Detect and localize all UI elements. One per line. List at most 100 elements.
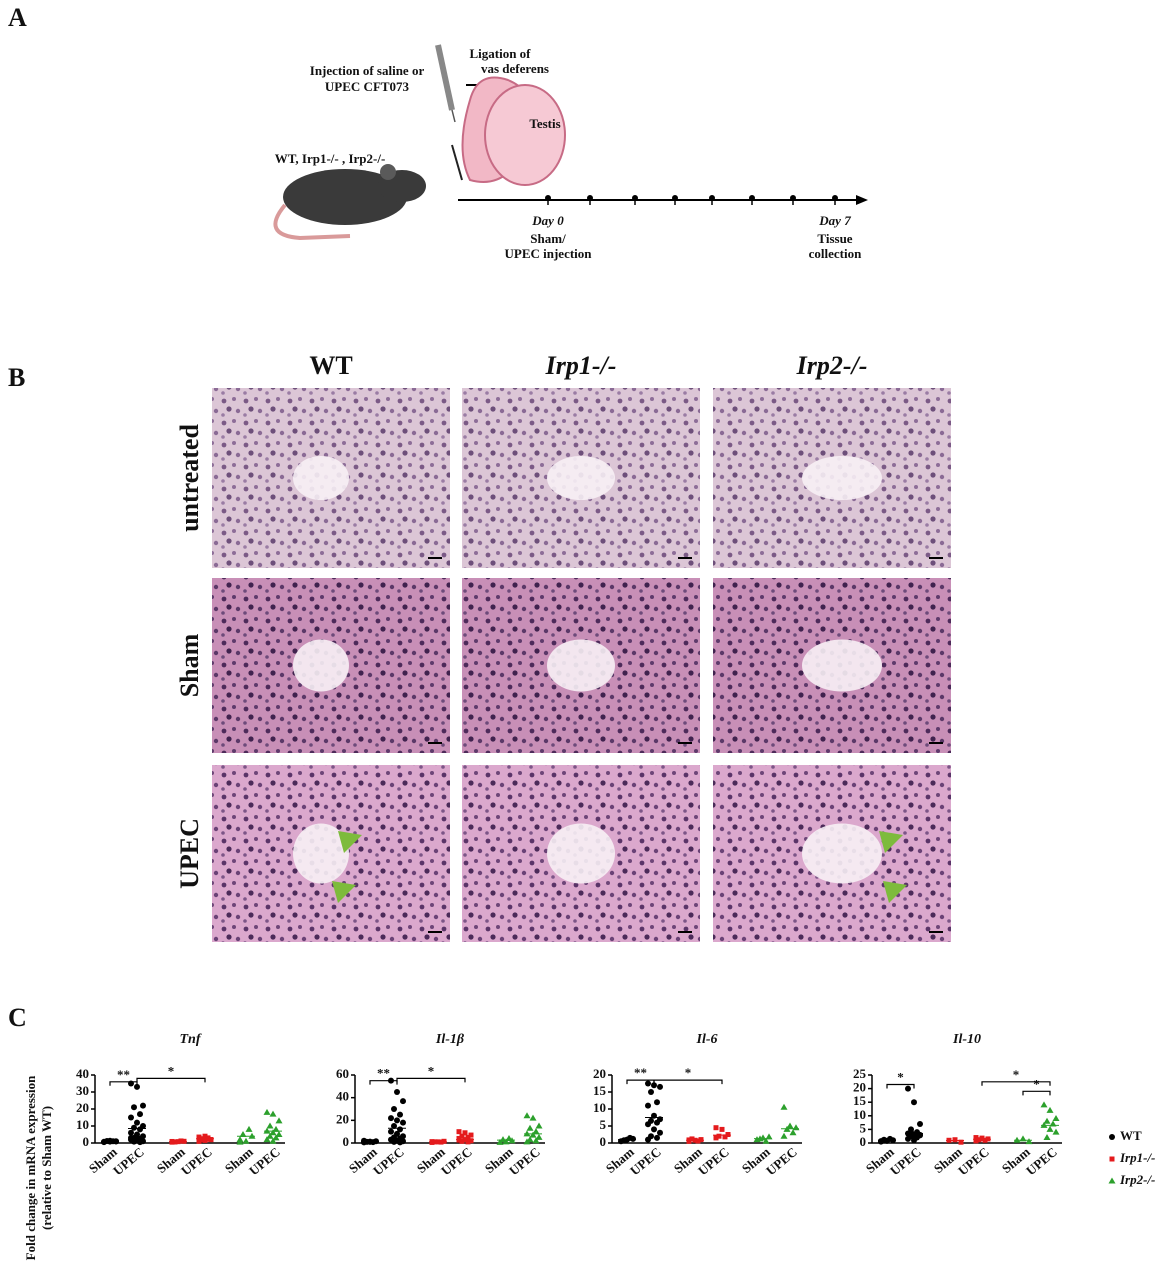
- timeline-dot: [632, 195, 638, 201]
- y-tick-label: 60: [336, 1066, 349, 1081]
- data-point: [911, 1099, 917, 1106]
- x-tick-label: UPEC: [763, 1144, 800, 1178]
- data-point: [131, 1104, 137, 1111]
- data-point: [529, 1114, 537, 1121]
- tubule-lumen: [802, 639, 882, 692]
- significance-bracket: [369, 1080, 398, 1085]
- significance-bracket: [136, 1077, 206, 1083]
- timeline-dot: [545, 195, 551, 201]
- chart-title: Il-1β: [435, 1032, 465, 1047]
- x-tick-label: UPEC: [246, 1144, 283, 1178]
- data-point: [465, 1139, 471, 1145]
- y-tick-label: 20: [593, 1066, 606, 1081]
- column-header: WT: [309, 351, 352, 380]
- data-point: [205, 1136, 211, 1142]
- data-point: [917, 1131, 923, 1138]
- significance-label: *: [1013, 1067, 1020, 1082]
- data-point: [982, 1137, 988, 1143]
- y-tick-label: 15: [853, 1093, 867, 1108]
- data-point: [792, 1124, 800, 1131]
- data-point: [765, 1133, 773, 1140]
- data-point: [263, 1108, 271, 1115]
- data-point: [391, 1106, 397, 1112]
- data-point: [1109, 1156, 1115, 1162]
- data-point: [908, 1129, 914, 1136]
- data-point: [137, 1111, 143, 1118]
- data-point: [269, 1137, 277, 1144]
- tubule-lumen: [802, 823, 882, 884]
- data-point: [762, 1137, 770, 1144]
- significance-label: *: [1033, 1076, 1040, 1091]
- data-point: [654, 1099, 660, 1106]
- y-tick-label: 40: [336, 1089, 349, 1104]
- panel-label: B: [8, 363, 25, 392]
- schematic-text: Day 7: [818, 213, 851, 228]
- data-point: [780, 1103, 788, 1110]
- schematic-text: Sham/: [530, 231, 566, 246]
- y-tick-label: 30: [76, 1083, 89, 1098]
- x-tick-label: UPEC: [695, 1144, 732, 1178]
- x-tick-label: UPEC: [370, 1144, 407, 1178]
- data-point: [952, 1137, 958, 1143]
- data-point: [361, 1137, 367, 1144]
- legend-label: Irp1-/-: [1119, 1150, 1155, 1165]
- data-point: [645, 1136, 651, 1143]
- schematic-text: UPEC injection: [504, 246, 592, 261]
- significance-label: *: [168, 1063, 175, 1078]
- tubule-lumen: [547, 823, 615, 884]
- data-point: [532, 1128, 540, 1135]
- data-point: [645, 1080, 651, 1087]
- data-point: [621, 1137, 627, 1144]
- data-point: [878, 1138, 884, 1145]
- data-point: [202, 1137, 208, 1143]
- arrowhead: [883, 881, 907, 903]
- data-point: [459, 1138, 465, 1144]
- data-point: [199, 1137, 205, 1143]
- data-point: [905, 1135, 911, 1142]
- column-header: Irp2-/-: [796, 351, 868, 380]
- column-header: Irp1-/-: [545, 351, 617, 380]
- data-point: [400, 1119, 406, 1126]
- data-point: [645, 1121, 651, 1128]
- x-tick-label: UPEC: [955, 1144, 992, 1178]
- data-point: [140, 1102, 146, 1109]
- y-tick-label: 25: [853, 1066, 867, 1081]
- data-point: [716, 1133, 722, 1139]
- timeline-dot: [672, 195, 678, 201]
- y-tick-label: 5: [600, 1117, 607, 1132]
- panel-label: A: [8, 3, 27, 32]
- legend-label: WT: [1120, 1128, 1142, 1143]
- schematic: Injection of saline or UPEC CFT073 Ligat…: [273, 44, 868, 261]
- legend: WT Irp1-/- Irp2-/-: [1108, 1128, 1155, 1187]
- data-point: [973, 1138, 979, 1144]
- data-point: [654, 1134, 660, 1141]
- data-point: [275, 1131, 283, 1137]
- tubule-lumen: [293, 639, 349, 692]
- significance-label: *: [685, 1065, 692, 1080]
- data-point: [1109, 1134, 1115, 1140]
- data-point: [202, 1133, 208, 1139]
- data-point: [505, 1134, 513, 1141]
- data-point: [499, 1136, 507, 1143]
- data-point: [958, 1139, 964, 1145]
- data-point: [523, 1138, 531, 1145]
- data-point: [196, 1138, 202, 1144]
- data-point: [462, 1130, 468, 1136]
- data-point: [1046, 1106, 1054, 1113]
- data-point: [529, 1131, 537, 1138]
- data-point: [131, 1124, 137, 1131]
- y-tick-label: 0: [860, 1134, 867, 1149]
- data-point: [523, 1112, 531, 1119]
- legend-label: Irp2-/-: [1119, 1172, 1155, 1187]
- y-axis-label: Fold change in mRNA expression: [23, 1075, 38, 1260]
- chart-title: Tnf: [180, 1032, 202, 1047]
- data-point: [266, 1122, 274, 1129]
- data-point: [786, 1122, 794, 1129]
- data-point: [526, 1124, 534, 1131]
- data-point: [645, 1102, 651, 1109]
- data-point: [456, 1137, 462, 1143]
- mouse-ear: [380, 164, 396, 180]
- tubule-lumen: [293, 823, 349, 884]
- tubule-lumen: [547, 456, 615, 500]
